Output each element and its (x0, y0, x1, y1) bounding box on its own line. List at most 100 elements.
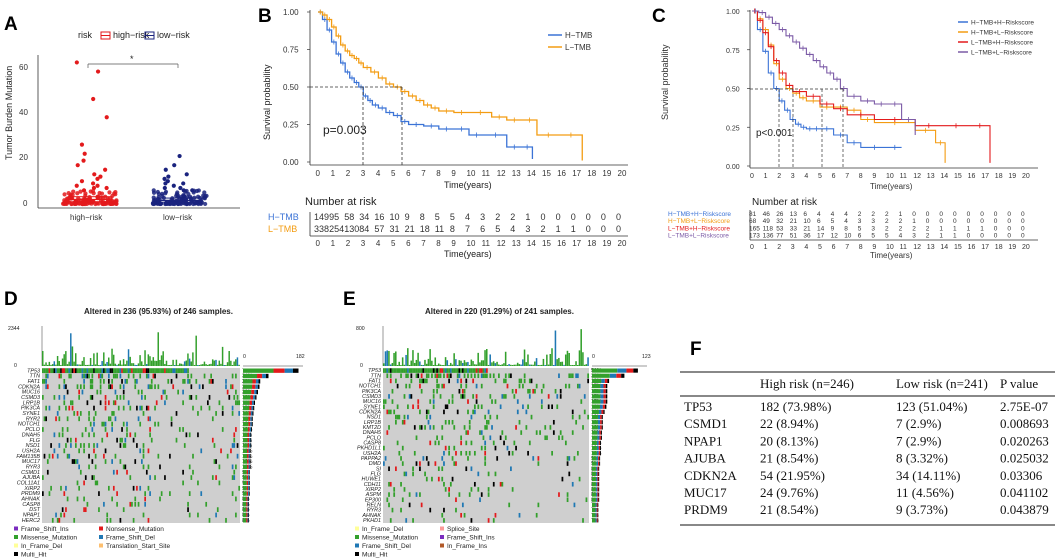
tmb-bar (384, 351, 387, 366)
legend-label-Frame_Shift_Del: Frame_Shift_Del (362, 543, 411, 550)
table-cell-5-2: 11 (4.56%) (896, 485, 954, 500)
tmb-bar (587, 357, 589, 366)
side-bar-RYR3 (597, 508, 599, 513)
mutation-cell (139, 448, 142, 454)
risk-xtick-b-12: 12 (497, 239, 506, 248)
side-bar-SYNE1 (592, 404, 600, 409)
panel-c-label: C (652, 6, 666, 27)
side-bar-PAPPA2 (596, 456, 599, 461)
mutation-cell (190, 373, 193, 379)
side-bar-RELN (597, 502, 599, 507)
side-bar-EP300 (592, 497, 596, 502)
gene-label-CDKN2A: CDKN2A (359, 409, 381, 415)
tmb-bar (197, 364, 199, 366)
risk-c-2-19: 0 (1007, 225, 1011, 232)
legend-c-1: H−TMB+L−Riskscore (971, 30, 1033, 37)
mutation-cell (473, 404, 476, 410)
mutation-cell (424, 471, 426, 477)
tmb-bar (503, 363, 505, 366)
mutation-cell (556, 404, 559, 410)
mutation-cell (132, 368, 135, 374)
mutation-cell (499, 435, 502, 441)
outlier-point (163, 167, 168, 172)
table-cell-2-3: 0.020263 (1000, 433, 1049, 448)
side-bar-LRP1B (253, 400, 255, 405)
mutation-cell (576, 383, 579, 389)
risk-xtick-b-16: 16 (557, 239, 566, 248)
mutation-cell (122, 507, 125, 513)
mutation-cell (221, 411, 224, 416)
side-bar-CSMD3 (605, 394, 608, 399)
mutation-cell (558, 492, 560, 497)
tmb-bar (461, 362, 464, 366)
tmb-bar (83, 357, 85, 366)
side-bar-PKHD1 (596, 518, 598, 523)
tmb-bar (142, 364, 145, 366)
risk-c-2-16: 1 (967, 225, 971, 232)
mutation-cell (238, 411, 241, 416)
tmb-bar (523, 349, 526, 366)
mutation-cell (482, 368, 485, 373)
mutation-cell (51, 517, 54, 523)
mutation-cell (540, 399, 543, 404)
side-bar-NOTCH1 (250, 421, 252, 427)
tmb-bar (528, 364, 531, 366)
mutation-cell (427, 461, 430, 466)
side-bar-PRDM9 (249, 491, 250, 496)
mutation-cell (93, 416, 95, 422)
gene-label-SYNE1: SYNE1 (363, 404, 381, 410)
mutation-cell (427, 419, 430, 425)
side-bar-CDKN2A (252, 384, 256, 389)
mutation-cell (386, 430, 389, 435)
tmb-bar (472, 361, 474, 366)
mutation-cell (401, 368, 404, 373)
mutation-cell (429, 425, 432, 430)
mutation-cell (111, 411, 113, 416)
mutation-cell (61, 368, 64, 374)
mutation-cell (103, 453, 105, 459)
mutation-cell (561, 435, 564, 441)
mutation-cell (213, 443, 216, 448)
mutation-cell (55, 416, 57, 422)
gene-label-HUWE1: HUWE1 (362, 477, 381, 483)
mutation-cell (455, 461, 457, 466)
mutation-cell (547, 404, 550, 410)
mutation-cell (530, 414, 533, 420)
mutation-cell (386, 497, 389, 503)
risk-h-16: 0 (556, 212, 561, 222)
mutation-cell (403, 414, 406, 420)
side-bar-FAM135B (247, 454, 249, 459)
mutation-cell (137, 501, 140, 507)
mutation-cell (473, 409, 476, 415)
tmb-bar (73, 361, 75, 366)
mutation-cell (501, 394, 504, 399)
mutation-cell (68, 453, 71, 459)
side-bar-AHNAK (597, 513, 599, 518)
mutation-cell (484, 445, 487, 451)
risk-h-14: 1 (525, 212, 530, 222)
mutation-cell (84, 373, 87, 379)
panel-b-label: B (258, 6, 272, 27)
tmb-bar (228, 351, 230, 366)
risk-xtick-b-13: 13 (512, 239, 521, 248)
panel-e-side-bars (592, 365, 647, 523)
mutation-cell (405, 368, 408, 373)
xtick-c-1: 1 (764, 173, 768, 180)
mutation-cell (122, 368, 125, 374)
panel-d-xmin: 0 (243, 354, 246, 360)
xtick-b-14: 14 (527, 169, 536, 178)
tmb-bar (46, 364, 49, 366)
mutation-cell (56, 453, 59, 459)
ytick-b-2: 0.50 (283, 83, 299, 92)
tmb-bar (43, 364, 46, 366)
mutation-cell (112, 368, 115, 374)
mutation-cell (578, 383, 581, 389)
mutation-cell (528, 378, 531, 384)
ytick-b-3: 0.75 (283, 46, 299, 55)
xtick-c-19: 19 (1008, 173, 1016, 180)
mutation-cell (112, 373, 115, 379)
mutation-cell (81, 373, 84, 379)
mutation-cell (126, 421, 128, 427)
mutation-cell (424, 368, 426, 373)
mutation-cell (405, 471, 408, 477)
